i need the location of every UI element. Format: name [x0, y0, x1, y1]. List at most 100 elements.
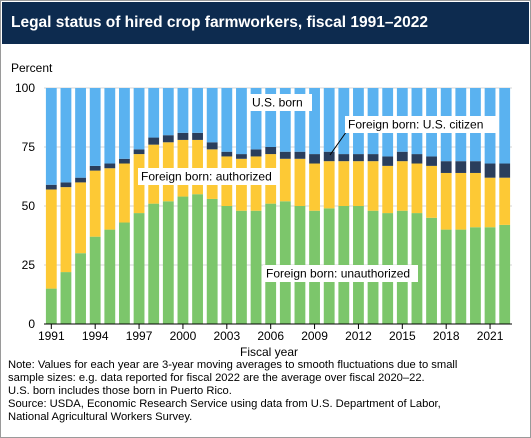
bar-segment: [133, 88, 145, 150]
bar-stack: [119, 88, 130, 324]
bar-segment: [75, 253, 86, 324]
bar-segment: [440, 172, 452, 230]
bar-segment: [470, 227, 481, 324]
x-tick-label: 2015: [389, 329, 416, 343]
bar-segment: [250, 88, 262, 150]
bar-stack: [133, 88, 145, 324]
bar-segment: [206, 88, 218, 143]
bar-stack: [294, 88, 306, 324]
bar-segment: [206, 142, 218, 150]
y-tick-label: 0: [28, 317, 35, 331]
y-tick-label: 25: [22, 258, 36, 272]
bar-segment: [206, 198, 218, 324]
bar-segment: [236, 154, 247, 159]
x-tick-label: 1997: [126, 329, 153, 343]
bar-segment: [177, 132, 189, 140]
bar-segment: [221, 88, 233, 152]
bar-segment: [250, 210, 262, 324]
bar-segment: [162, 201, 174, 324]
y-axis-title: Percent: [11, 61, 53, 75]
x-tick-label: 2000: [170, 329, 197, 343]
label-authorized-text: Foreign born: authorized: [141, 170, 272, 184]
bar-segment: [338, 88, 350, 155]
y-tick-label: 50: [22, 199, 36, 213]
bar-segment: [367, 161, 379, 211]
bar-segment: [104, 163, 116, 169]
bar-stack: [89, 88, 101, 324]
bar-segment: [484, 163, 496, 178]
x-axis-ticks: 1991 1994 1997 2000 2003 2006 2009 2012 2015 2018…: [38, 324, 504, 343]
bar-stack: [60, 88, 72, 324]
bar-segment: [236, 88, 247, 155]
x-tick-label: 1994: [82, 329, 109, 343]
bar-segment: [338, 154, 350, 162]
bar-segment: [279, 158, 291, 202]
bar-segment: [75, 88, 86, 178]
bar-segment: [265, 88, 277, 147]
x-tick-label: 2006: [257, 329, 284, 343]
bar-segment: [45, 184, 57, 190]
bar-segment: [119, 163, 130, 223]
x-tick-label: 2009: [301, 329, 328, 343]
bar-segment: [353, 154, 364, 162]
bar-stack: [45, 88, 57, 324]
bar-stack: [162, 88, 174, 324]
bar-segment: [60, 272, 72, 324]
bar-segment: [119, 222, 130, 324]
bar-segment: [221, 151, 233, 157]
source-line: Source: USDA, Economic Research Service …: [8, 398, 441, 410]
bar-segment: [411, 154, 423, 164]
bar-segment: [309, 163, 320, 211]
x-tick-label: 2012: [345, 329, 372, 343]
bar-segment: [411, 163, 423, 214]
bar-segment: [499, 163, 511, 178]
bar-segment: [382, 165, 394, 214]
bar-segment: [104, 229, 116, 324]
chart-title: Legal status of hired crop farmworkers, …: [11, 14, 428, 31]
bar-segment: [265, 147, 277, 155]
bar-segment: [499, 177, 511, 225]
bar-segment: [104, 88, 116, 164]
bar-stack: [236, 88, 247, 324]
bar-segment: [455, 161, 467, 173]
bar-segment: [75, 182, 86, 254]
bar-stack: [499, 88, 511, 324]
bar-segment: [177, 88, 189, 133]
label-us-born: U.S. born: [249, 94, 312, 111]
bar-stack: [323, 88, 335, 324]
bar-segment: [323, 151, 335, 162]
note-line: Note: Values for each year are 3-year mo…: [8, 359, 458, 371]
bar-segment: [294, 88, 306, 152]
label-us-citizen-text: Foreign born: U.S. citizen: [348, 118, 483, 132]
note-line: U.S. born includes those born in Puerto …: [8, 385, 232, 397]
bar-segment: [455, 172, 467, 230]
bar-segment: [177, 196, 189, 324]
label-unauthorized-text: Foreign born: unauthorized: [266, 267, 410, 281]
bar-segment: [148, 203, 160, 324]
bar-segment: [75, 177, 86, 183]
bar-segment: [192, 139, 203, 195]
x-tick-label: 2021: [477, 329, 504, 343]
y-axis-ticks: 0 25 50 75 100: [15, 81, 35, 331]
chart-notes: Note: Values for each year are 3-year mo…: [8, 359, 528, 424]
bar-segment: [484, 227, 496, 324]
bar-stack: [279, 88, 291, 324]
bar-segment: [89, 236, 101, 324]
bar-stack: [104, 88, 116, 324]
bar-segment: [119, 88, 130, 159]
bar-segment: [89, 170, 101, 237]
bar-segment: [148, 88, 160, 138]
bar-segment: [148, 137, 160, 145]
bar-stack: [309, 88, 320, 324]
x-axis-title: Fiscal year: [240, 345, 298, 359]
bar-segment: [250, 149, 262, 157]
bar-segment: [367, 154, 379, 162]
bar-segment: [484, 177, 496, 228]
bar-segment: [294, 151, 306, 159]
bar-segment: [382, 156, 394, 166]
title-bar: Legal status of hired crop farmworkers, …: [2, 2, 529, 44]
bar-segment: [470, 161, 481, 173]
bar-segment: [265, 203, 277, 324]
bar-segment: [440, 161, 452, 173]
